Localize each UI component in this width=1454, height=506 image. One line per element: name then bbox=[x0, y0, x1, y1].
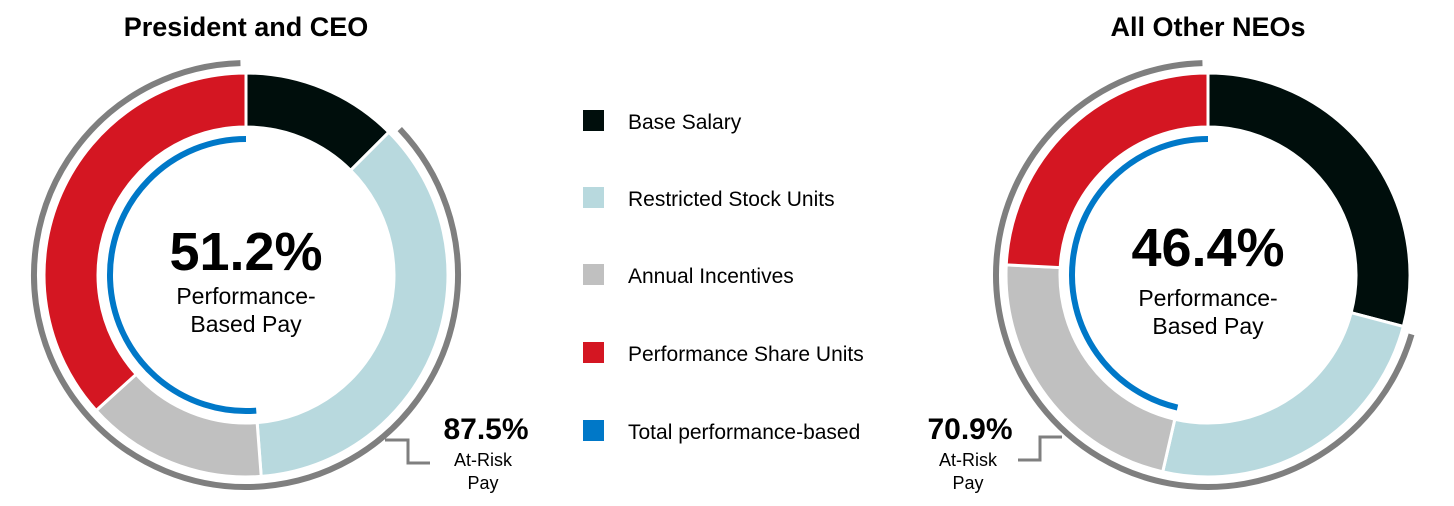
ceo-at-risk-label-line2: Pay bbox=[467, 473, 498, 493]
neo-slices bbox=[1004, 71, 1412, 479]
ceo-at-risk-value: 87.5% bbox=[443, 413, 528, 446]
neo-at-risk-value: 70.9% bbox=[927, 413, 1012, 446]
ceo-at-risk-leader-line bbox=[385, 438, 430, 465]
legend-label-2: Restricted Stock Units bbox=[628, 188, 835, 211]
legend-swatch-4 bbox=[583, 342, 604, 363]
neo-performance-based-label-line1: Performance- bbox=[1138, 285, 1277, 311]
neo-performance-based-value: 46.4% bbox=[1131, 218, 1284, 278]
neo-slice-base-salary bbox=[1206, 71, 1412, 329]
legend-item-2: Restricted Stock Units bbox=[583, 187, 835, 211]
ceo-slice-restricted-stock-units bbox=[255, 130, 450, 479]
legend-item-5: Total performance-based bbox=[583, 420, 860, 444]
neo-at-risk-leader-line bbox=[1018, 435, 1062, 462]
neo-at-risk-label-line1: At-Risk bbox=[939, 450, 998, 470]
legend-swatch-1 bbox=[583, 110, 604, 131]
ceo-slices bbox=[42, 71, 450, 479]
ceo-slice-performance-share-units bbox=[42, 71, 248, 413]
ceo-rings bbox=[31, 60, 461, 490]
ceo-performance-based-value: 51.2% bbox=[169, 222, 322, 282]
neo-at-risk-ring bbox=[993, 60, 1415, 490]
legend-label-1: Base Salary bbox=[628, 111, 742, 134]
neo-slice-performance-share-units bbox=[1004, 71, 1210, 270]
legend-label-5: Total performance-based bbox=[628, 421, 860, 444]
ceo-performance-based-label-line1: Performance- bbox=[176, 283, 315, 309]
ceo-performance-based-label-line2: Based Pay bbox=[190, 311, 302, 337]
legend-item-1: Base Salary bbox=[583, 110, 742, 134]
legend: Base Salary Restricted Stock Units Annual … bbox=[583, 110, 864, 444]
neo-performance-based-label-line2: Based Pay bbox=[1152, 313, 1264, 339]
legend-label-4: Performance Share Units bbox=[628, 343, 864, 366]
ceo-chart-title: President and CEO bbox=[124, 12, 369, 42]
legend-label-3: Annual Incentives bbox=[628, 265, 794, 288]
neo-at-risk-label-line2: Pay bbox=[952, 473, 983, 493]
legend-swatch-3 bbox=[583, 264, 604, 285]
ceo-at-risk-ring bbox=[31, 60, 461, 490]
neo-chart-title: All Other NEOs bbox=[1110, 12, 1305, 42]
legend-item-4: Performance Share Units bbox=[583, 342, 864, 366]
ceo-performance-based-ring bbox=[107, 136, 257, 414]
neo-donut-chart: All Other NEOs 46.4% Performance- Based … bbox=[927, 12, 1415, 493]
ceo-donut-chart: President and CEO 51.2% Performance- Bas… bbox=[31, 12, 529, 493]
legend-swatch-5 bbox=[583, 420, 604, 441]
legend-swatch-2 bbox=[583, 187, 604, 208]
ceo-at-risk-label-line1: At-Risk bbox=[454, 450, 513, 470]
neo-rings bbox=[993, 60, 1415, 490]
neo-performance-based-ring bbox=[1069, 136, 1209, 411]
legend-item-3: Annual Incentives bbox=[583, 264, 794, 288]
